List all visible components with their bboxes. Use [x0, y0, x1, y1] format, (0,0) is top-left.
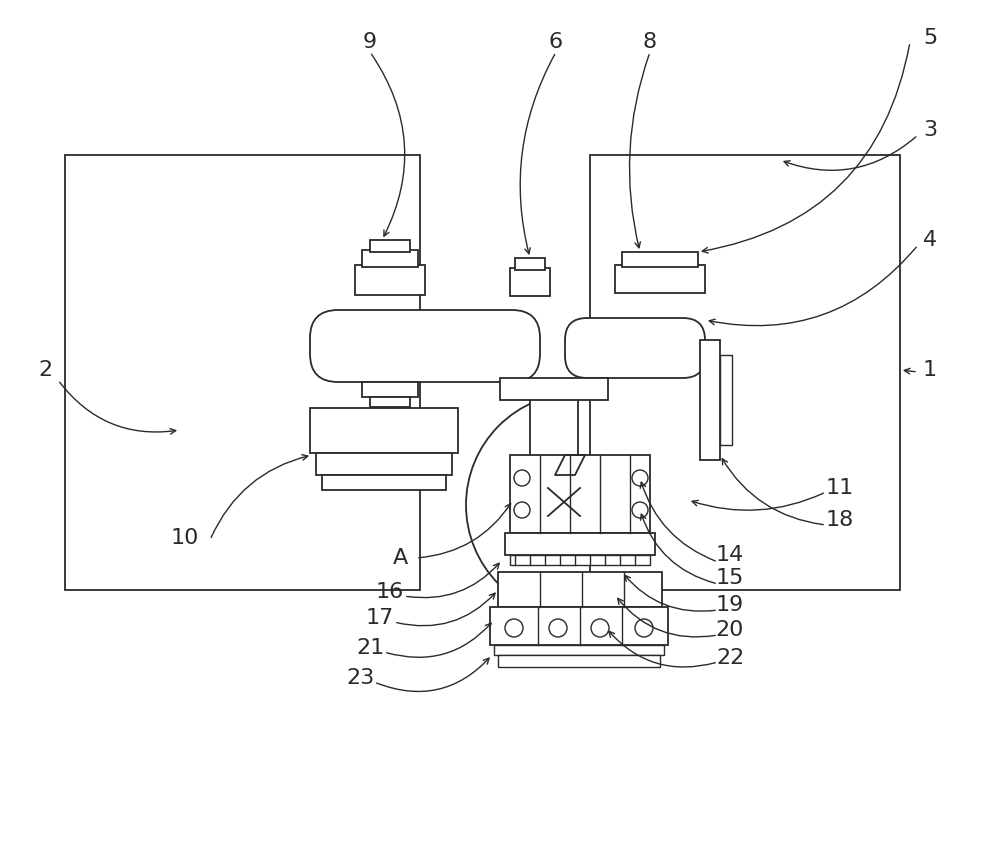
Text: 11: 11 [826, 478, 854, 498]
Bar [590, 155, 900, 590]
Bar [322, 475, 446, 490]
Bar [370, 397, 410, 407]
Bar [505, 533, 655, 555]
Bar [316, 453, 452, 475]
Circle shape [635, 619, 653, 637]
Bar [362, 382, 418, 397]
Bar [490, 607, 668, 645]
Bar [498, 655, 660, 667]
Bar [310, 408, 458, 453]
Circle shape [505, 619, 523, 637]
Bar [355, 265, 425, 295]
Circle shape [549, 619, 567, 637]
Text: 1: 1 [923, 360, 937, 380]
Bar [720, 355, 732, 445]
Text: 21: 21 [356, 638, 384, 658]
Text: 10: 10 [171, 528, 199, 548]
Text: 9: 9 [363, 32, 377, 52]
Circle shape [466, 393, 690, 617]
Text: 22: 22 [716, 648, 744, 668]
Bar [510, 555, 650, 565]
Circle shape [514, 470, 530, 486]
Bar [700, 340, 720, 460]
Text: 2: 2 [38, 360, 52, 380]
Bar [622, 252, 698, 267]
Circle shape [514, 502, 530, 518]
Text: A: A [392, 548, 408, 568]
Text: 15: 15 [716, 568, 744, 588]
Circle shape [632, 470, 648, 486]
Text: 14: 14 [716, 545, 744, 565]
Bar [515, 258, 545, 270]
Text: 23: 23 [346, 668, 374, 688]
FancyBboxPatch shape [565, 318, 705, 378]
Bar [65, 155, 420, 590]
Text: 8: 8 [643, 32, 657, 52]
Text: 4: 4 [923, 230, 937, 250]
Bar [362, 250, 418, 267]
Text: 6: 6 [549, 32, 563, 52]
Text: 16: 16 [376, 582, 404, 602]
Bar [494, 645, 664, 655]
Bar [510, 455, 650, 533]
Bar [615, 265, 705, 293]
Text: 19: 19 [716, 595, 744, 615]
Text: 18: 18 [826, 510, 854, 530]
Bar [530, 380, 578, 480]
Bar [498, 572, 662, 607]
Bar [510, 268, 550, 296]
Circle shape [591, 619, 609, 637]
Text: 20: 20 [716, 620, 744, 640]
Text: 5: 5 [923, 28, 937, 48]
FancyBboxPatch shape [310, 310, 540, 382]
Bar [500, 378, 608, 400]
Bar [370, 240, 410, 252]
Text: 17: 17 [366, 608, 394, 628]
Text: 3: 3 [923, 120, 937, 140]
Circle shape [632, 502, 648, 518]
